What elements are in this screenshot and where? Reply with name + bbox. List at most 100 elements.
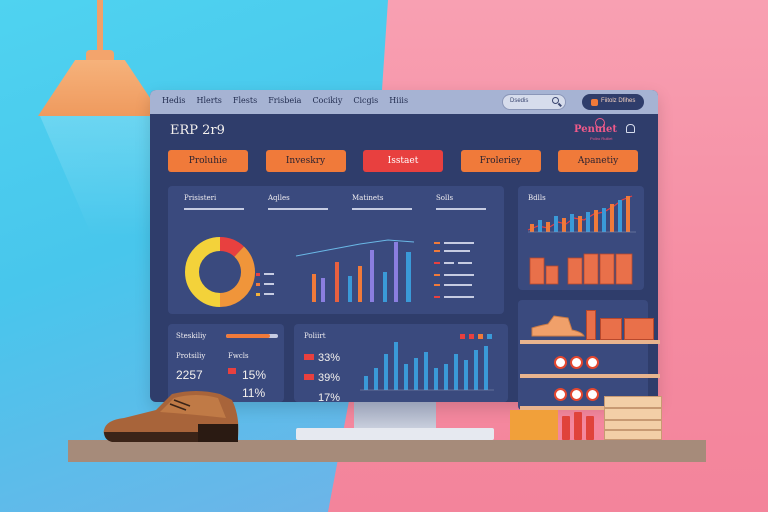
legend-swatch	[256, 273, 260, 276]
stats-col-label: Protsiliy	[176, 352, 206, 360]
bar	[312, 274, 316, 302]
menu-item[interactable]: Cocikiy	[312, 96, 343, 105]
text-placeholder	[352, 208, 412, 210]
notification-bell-icon[interactable]	[626, 124, 635, 133]
cardboard-box	[604, 396, 662, 408]
report-value: 17%	[318, 392, 341, 402]
bar	[358, 266, 362, 302]
stats-value: 15%	[242, 368, 267, 382]
ball-icon	[586, 388, 599, 401]
overview-heading: Aqlles	[268, 194, 290, 202]
lamp-cord	[97, 0, 103, 55]
sales-bars	[530, 196, 630, 232]
trend-line	[295, 239, 415, 257]
legend-text	[264, 293, 274, 295]
can-icon	[574, 412, 582, 440]
text-placeholder	[268, 208, 328, 210]
overview-heading: Solls	[436, 194, 454, 202]
tab-analytics[interactable]: Apanetiy	[558, 150, 638, 172]
sales-panel-title: Bdlls	[528, 194, 546, 202]
legend-swatch	[256, 283, 260, 286]
overview-heading: Prisisteri	[184, 194, 217, 202]
monitor-stand-neck	[354, 402, 436, 428]
report-chart	[360, 334, 494, 391]
stats-panel-title: Steskiliy	[176, 332, 207, 340]
legend-text	[264, 273, 274, 275]
tab-property[interactable]: Froleriey	[460, 150, 541, 172]
menu-item[interactable]: Hedis	[162, 96, 186, 105]
donut-segment	[219, 237, 244, 258]
user-icon	[591, 99, 598, 106]
stats-col-label: Fwcls	[228, 352, 249, 360]
shelf-plank	[520, 374, 660, 378]
main-menu: Hedis Hlerts Flests Frisbeia Cocikiy Cic…	[162, 96, 408, 105]
bar	[335, 262, 339, 302]
menu-item[interactable]: Frisbeia	[268, 96, 302, 105]
stats-panel: Steskiliy Protsiliy Fwcls 2257 15% 11%	[168, 324, 284, 402]
stats-value: 2257	[176, 368, 203, 382]
product-box	[600, 318, 622, 340]
shelf-plank	[520, 406, 660, 410]
bar	[321, 278, 325, 302]
brand-tagline: Poliro Ruiliet	[590, 136, 613, 141]
leather-shoe-icon	[103, 391, 239, 442]
text-placeholder	[184, 208, 244, 210]
report-value: 33%	[318, 352, 341, 364]
product-box	[586, 310, 596, 340]
legend-dot	[487, 334, 492, 339]
legend-text	[264, 283, 274, 285]
overview-charts	[185, 237, 474, 307]
legend-dot	[460, 334, 465, 339]
report-panel: Poliirt 33% 39% 17%	[294, 324, 508, 402]
tab-inventory[interactable]: Inveskry	[265, 150, 346, 172]
monitor-stand-base	[296, 428, 494, 440]
report-panel-title: Poliirt	[304, 332, 326, 340]
donut-legend	[256, 273, 274, 296]
ball-icon	[570, 388, 583, 401]
wooden-shelf	[68, 440, 706, 462]
search-icon[interactable]	[552, 97, 559, 104]
menu-item[interactable]: Hiiis	[389, 96, 409, 105]
module-tabs: Proluhie Inveskry Isstaet Froleriey Apan…	[168, 150, 638, 172]
metric-list	[434, 242, 474, 298]
user-menu-button[interactable]: Fiitolz Dfihes	[582, 94, 644, 110]
sales-bottom-bars	[529, 253, 633, 285]
product-shelf-panel	[518, 300, 660, 410]
stats-progress-fill	[226, 334, 271, 338]
donut-segment	[185, 237, 221, 307]
legend-dot	[478, 334, 483, 339]
bar	[406, 252, 411, 302]
menu-item[interactable]: Flests	[232, 96, 258, 105]
cardboard-box	[604, 420, 662, 430]
sales-panel: Bdlls	[518, 186, 644, 290]
menu-item[interactable]: Hlerts	[196, 96, 222, 105]
report-marker	[304, 354, 314, 360]
ball-icon	[554, 388, 567, 401]
overview-heading: Matinets	[352, 194, 384, 202]
tab-insight[interactable]: Isstaet	[363, 150, 443, 172]
bar	[394, 242, 398, 302]
user-label: Fiitolz Dfihes	[601, 98, 636, 104]
report-value: 39%	[318, 372, 341, 384]
report-marker	[304, 374, 314, 380]
bar	[370, 250, 374, 302]
tab-products[interactable]: Proluhie	[168, 150, 248, 172]
can-icon	[562, 416, 570, 440]
cardboard-box	[604, 408, 662, 420]
legend-swatch	[256, 293, 260, 296]
donut-segment	[219, 246, 255, 307]
search-input[interactable]: Dsedis	[502, 94, 566, 110]
shoe-icon	[531, 315, 585, 337]
report-bars	[364, 342, 488, 390]
search-placeholder: Dsedis	[510, 98, 529, 104]
bar	[348, 276, 352, 302]
cardboard-box	[604, 430, 662, 440]
stats-marker	[228, 368, 236, 374]
stats-progress-bar	[226, 334, 278, 338]
top-menu-bar: Hedis Hlerts Flests Frisbeia Cocikiy Cic…	[150, 90, 658, 114]
shelf-plank	[520, 340, 660, 344]
bar-chart	[312, 242, 411, 302]
ball-icon	[554, 356, 567, 369]
menu-item[interactable]: Cicgis	[353, 96, 379, 105]
product-box	[624, 318, 654, 340]
